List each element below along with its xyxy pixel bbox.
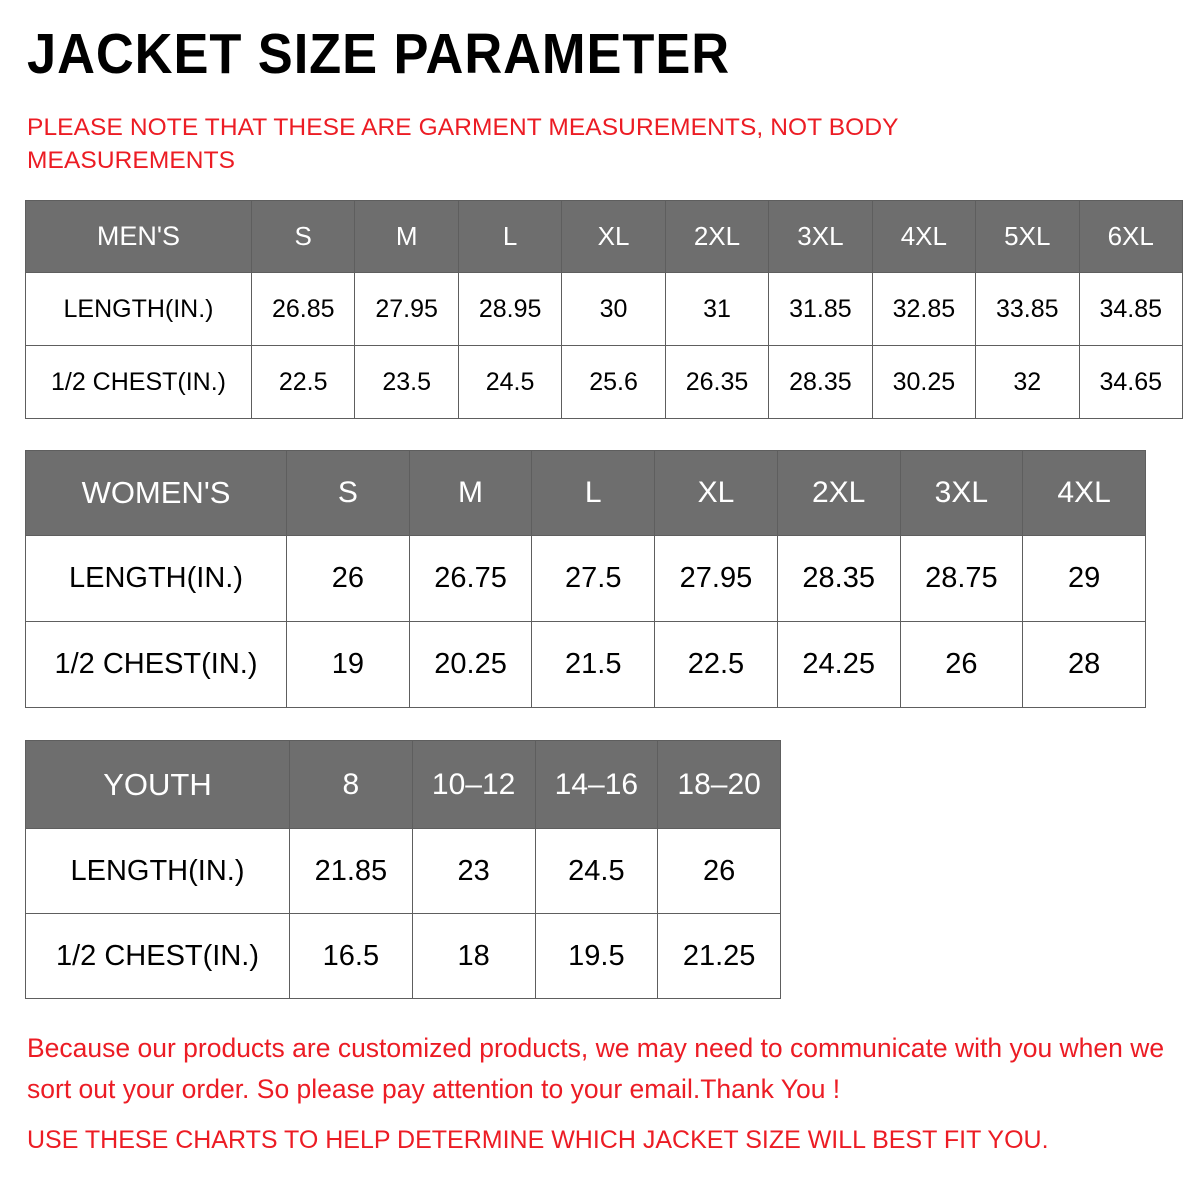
- cell-mens-0-1: 27.95: [354, 272, 459, 346]
- mens-corner-label: MEN'S: [25, 200, 252, 273]
- column-header-youth-0: 8: [289, 740, 413, 829]
- cell-womens-1-1: 20.25: [408, 621, 533, 708]
- cell-mens-1-8: 34.65: [1078, 345, 1183, 419]
- column-header-mens-2: L: [457, 200, 563, 273]
- column-header-womens-1: M: [408, 450, 533, 536]
- row-label-womens-1: 1/2 CHEST(IN.): [25, 621, 287, 708]
- womens-corner-label: WOMEN'S: [25, 450, 287, 536]
- table-row: 1/2 CHEST(IN.) 22.5 23.5 24.5 25.6 26.35 28.35…: [25, 345, 1183, 419]
- youth-corner-label: YOUTH: [25, 740, 290, 829]
- column-header-mens-6: 4XL: [871, 200, 977, 273]
- cell-youth-1-0: 16.5: [289, 913, 413, 999]
- cell-mens-1-1: 23.5: [354, 345, 459, 419]
- cell-mens-0-7: 33.85: [975, 272, 1080, 346]
- row-label-mens-1: 1/2 CHEST(IN.): [25, 345, 252, 419]
- row-label-mens-0: LENGTH(IN.): [25, 272, 252, 346]
- cell-womens-1-0: 19: [286, 621, 410, 708]
- cell-womens-0-1: 26.75: [408, 535, 533, 622]
- table-row: LENGTH(IN.) 26 26.75 27.5 27.95 28.35 28.75 29: [25, 535, 1146, 622]
- table-header-row: WOMEN'S S M L XL 2XL 3XL 4XL: [25, 450, 1146, 536]
- chart-usage-note: USE THESE CHARTS TO HELP DETERMINE WHICH…: [27, 1126, 1049, 1154]
- cell-mens-0-3: 30: [561, 272, 666, 346]
- cell-womens-0-3: 27.95: [654, 535, 778, 622]
- column-header-womens-2: L: [531, 450, 656, 536]
- customization-note: Because our products are customized prod…: [27, 1033, 1165, 1104]
- column-header-womens-6: 4XL: [1022, 450, 1146, 536]
- garment-measurement-note: PLEASE NOTE THAT THESE ARE GARMENT MEASU…: [27, 114, 899, 174]
- cell-mens-1-3: 25.6: [561, 345, 666, 419]
- mens-table-body: LENGTH(IN.) 26.85 27.95 28.95 30 31 31.85 32.85…: [25, 272, 1183, 419]
- column-header-youth-1: 10–12: [411, 740, 536, 829]
- column-header-mens-1: M: [354, 200, 459, 273]
- cell-mens-0-2: 28.95: [457, 272, 563, 346]
- cell-womens-0-4: 28.35: [776, 535, 901, 622]
- cell-youth-1-2: 19.5: [534, 913, 659, 999]
- cell-mens-1-7: 32: [975, 345, 1080, 419]
- womens-table-header: WOMEN'S S M L XL 2XL 3XL 4XL: [25, 450, 1146, 536]
- column-header-youth-3: 18–20: [657, 740, 781, 829]
- column-header-womens-4: 2XL: [776, 450, 901, 536]
- table-row: LENGTH(IN.) 26.85 27.95 28.95 30 31 31.85 32.85…: [25, 272, 1183, 346]
- youth-size-table: YOUTH 8 10–12 14–16 18–20 LENGTH(IN.) 21.85 23…: [25, 740, 781, 999]
- cell-womens-0-2: 27.5: [531, 535, 656, 622]
- cell-mens-0-8: 34.85: [1078, 272, 1183, 346]
- womens-size-table: WOMEN'S S M L XL 2XL 3XL 4XL LENGTH(IN.) 26 26.75…: [25, 450, 1146, 708]
- page-title: JACKET SIZE PARAMETER: [27, 22, 731, 86]
- table-header-row: YOUTH 8 10–12 14–16 18–20: [25, 740, 781, 829]
- cell-womens-1-4: 24.25: [776, 621, 901, 708]
- column-header-youth-2: 14–16: [534, 740, 659, 829]
- row-label-womens-0: LENGTH(IN.): [25, 535, 287, 622]
- column-header-mens-8: 6XL: [1078, 200, 1183, 273]
- cell-mens-1-6: 30.25: [871, 345, 977, 419]
- column-header-womens-0: S: [286, 450, 410, 536]
- column-header-mens-5: 3XL: [768, 200, 873, 273]
- column-header-mens-7: 5XL: [975, 200, 1080, 273]
- column-header-mens-4: 2XL: [664, 200, 770, 273]
- column-header-womens-5: 3XL: [899, 450, 1024, 536]
- row-label-youth-0: LENGTH(IN.): [25, 828, 290, 914]
- cell-youth-0-0: 21.85: [289, 828, 413, 914]
- mens-size-table: MEN'S S M L XL 2XL 3XL 4XL 5XL 6XL LENGTH(IN.) 26.…: [25, 200, 1183, 419]
- cell-youth-0-3: 26: [657, 828, 781, 914]
- cell-womens-0-5: 28.75: [899, 535, 1024, 622]
- cell-womens-1-2: 21.5: [531, 621, 656, 708]
- table-header-row: MEN'S S M L XL 2XL 3XL 4XL 5XL 6XL: [25, 200, 1183, 273]
- cell-mens-1-4: 26.35: [664, 345, 770, 419]
- cell-mens-1-5: 28.35: [768, 345, 873, 419]
- youth-table-header: YOUTH 8 10–12 14–16 18–20: [25, 740, 781, 829]
- cell-mens-1-2: 24.5: [457, 345, 563, 419]
- cell-youth-0-2: 24.5: [534, 828, 659, 914]
- table-row: 1/2 CHEST(IN.) 19 20.25 21.5 22.5 24.25 26 28: [25, 621, 1146, 708]
- cell-womens-1-5: 26: [899, 621, 1024, 708]
- table-row: 1/2 CHEST(IN.) 16.5 18 19.5 21.25: [25, 913, 781, 999]
- cell-youth-1-1: 18: [411, 913, 536, 999]
- mens-table-header: MEN'S S M L XL 2XL 3XL 4XL 5XL 6XL: [25, 200, 1183, 273]
- cell-youth-0-1: 23: [411, 828, 536, 914]
- row-label-youth-1: 1/2 CHEST(IN.): [25, 913, 290, 999]
- cell-womens-0-6: 29: [1022, 535, 1146, 622]
- table-row: LENGTH(IN.) 21.85 23 24.5 26: [25, 828, 781, 914]
- cell-youth-1-3: 21.25: [657, 913, 781, 999]
- cell-womens-0-0: 26: [286, 535, 410, 622]
- cell-mens-0-6: 32.85: [871, 272, 977, 346]
- cell-mens-0-4: 31: [664, 272, 770, 346]
- cell-mens-0-5: 31.85: [768, 272, 873, 346]
- cell-mens-0-0: 26.85: [250, 272, 356, 346]
- cell-womens-1-6: 28: [1022, 621, 1146, 708]
- column-header-mens-3: XL: [561, 200, 666, 273]
- womens-table-body: LENGTH(IN.) 26 26.75 27.5 27.95 28.35 28.75 29 1…: [25, 535, 1146, 708]
- cell-womens-1-3: 22.5: [654, 621, 778, 708]
- column-header-mens-0: S: [250, 200, 356, 273]
- youth-table-body: LENGTH(IN.) 21.85 23 24.5 26 1/2 CHEST(IN.) 16…: [25, 828, 781, 999]
- column-header-womens-3: XL: [654, 450, 778, 536]
- cell-mens-1-0: 22.5: [250, 345, 356, 419]
